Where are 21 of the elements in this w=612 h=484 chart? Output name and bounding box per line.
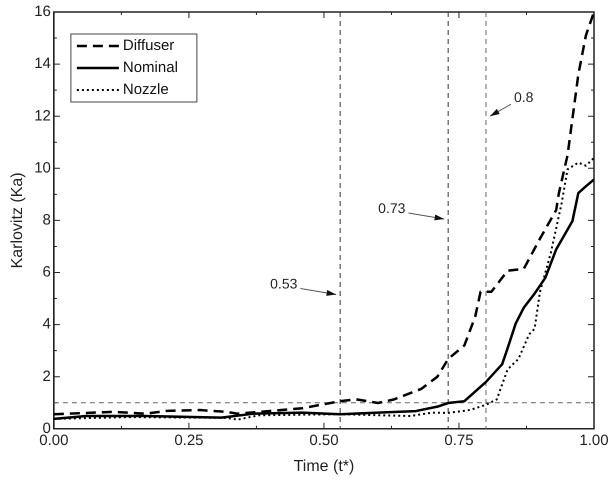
y-tick-label: 14 — [34, 55, 51, 72]
y-tick-label: 10 — [34, 159, 51, 176]
x-tick-label: 0.50 — [309, 432, 339, 449]
y-tick-label: 12 — [34, 107, 51, 124]
y-tick-label: 16 — [34, 3, 51, 20]
x-tick-label: 1.00 — [579, 432, 609, 449]
y-tick-label: 2 — [42, 368, 51, 385]
x-tick-label: 0.00 — [39, 432, 68, 449]
legend-label: Diffuser — [122, 37, 174, 54]
y-tick-label: 8 — [42, 212, 51, 229]
x-tick-label: 0.75 — [444, 432, 474, 449]
legend-label: Nozzle — [122, 81, 169, 98]
y-tick-label: 4 — [42, 316, 51, 333]
ref-line-label: 0.8 — [514, 89, 534, 106]
legend-label: Nominal — [122, 59, 178, 76]
y-axis-title: Karlovitz (Ka) — [9, 172, 26, 268]
x-tick-label: 0.25 — [174, 432, 204, 449]
y-tick-label: 6 — [42, 264, 51, 281]
x-axis-title: Time (t*) — [294, 458, 354, 475]
ref-line-label: 0.53 — [270, 275, 298, 292]
ref-line-label: 0.73 — [378, 200, 406, 216]
